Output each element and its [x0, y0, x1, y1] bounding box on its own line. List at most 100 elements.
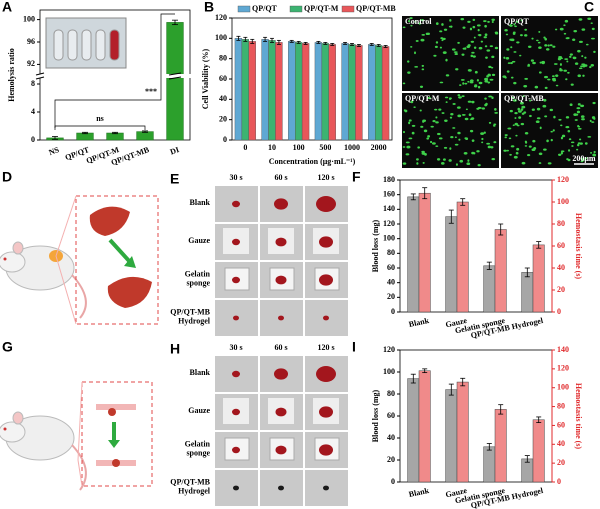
- cell: [573, 113, 577, 117]
- bar: [341, 43, 349, 141]
- y-tick-label: 96: [27, 37, 35, 46]
- cell: [462, 47, 466, 50]
- cell: [433, 54, 437, 57]
- cell: [409, 17, 413, 20]
- cell: [512, 124, 515, 127]
- cell: [426, 137, 430, 140]
- error-bar: [498, 223, 504, 236]
- cell: [584, 56, 587, 59]
- bar: [381, 46, 390, 141]
- cell: [493, 141, 497, 144]
- cell: [462, 82, 465, 85]
- cell: [563, 32, 567, 35]
- cell: [481, 137, 484, 141]
- error-bar: [422, 368, 428, 374]
- cell: [558, 118, 562, 121]
- cell: [432, 120, 436, 123]
- cell: [491, 18, 495, 21]
- cell: [578, 67, 583, 70]
- cell: [581, 28, 586, 31]
- cell: [442, 51, 447, 54]
- panel-letter: C: [584, 0, 594, 15]
- cell: [443, 146, 448, 149]
- cell: [449, 147, 452, 150]
- photo: [215, 300, 258, 336]
- cell: [420, 18, 424, 22]
- row-label: Gelatin sponge: [185, 269, 211, 287]
- cell: [551, 75, 555, 78]
- cell: [404, 109, 408, 113]
- bar: [532, 419, 545, 483]
- cell: [454, 52, 458, 55]
- error-bar: [448, 209, 454, 224]
- tube: [95, 29, 106, 61]
- cell: [518, 116, 522, 119]
- column-label: 30 s: [229, 343, 242, 352]
- error-bar: [289, 39, 294, 43]
- legend-label: QP/QT-M: [304, 4, 339, 13]
- cell: [577, 142, 581, 145]
- cell: [567, 130, 571, 133]
- cell: [476, 79, 480, 82]
- error-bar: [303, 42, 308, 45]
- cell: [456, 106, 461, 109]
- y-tick-label: 0: [223, 135, 227, 144]
- y-tick-label: 100: [557, 197, 569, 206]
- cell: [516, 124, 520, 127]
- y-tick-label: 100: [383, 233, 395, 242]
- cell: [419, 85, 424, 88]
- cell: [454, 136, 457, 139]
- cell: [560, 124, 563, 127]
- bracket: [54, 13, 175, 128]
- cell: [587, 17, 592, 21]
- cell: [464, 82, 468, 85]
- panel-letter: E: [170, 171, 179, 187]
- photo: [305, 300, 348, 336]
- x-axis-label: Concentration (μg·mL⁻¹): [269, 157, 356, 166]
- cell: [445, 58, 448, 62]
- blood: [319, 444, 333, 456]
- bar: [348, 44, 356, 141]
- cell: [494, 46, 499, 50]
- plot-frame: [231, 17, 393, 141]
- panel-letter: G: [2, 339, 13, 355]
- cell: [472, 25, 476, 29]
- cell: [402, 146, 406, 148]
- cell: [521, 112, 525, 115]
- cell: [539, 61, 542, 64]
- y2-axis-label: Hemostasis time (s): [574, 383, 583, 450]
- cell: [450, 136, 454, 139]
- y-tick-label: 60: [557, 241, 565, 250]
- tube: [109, 29, 120, 61]
- y-axis-label: Hemolysis ratio: [7, 48, 16, 102]
- cell: [513, 51, 517, 53]
- y-axis-label: Blood loss (mg): [371, 389, 380, 442]
- cell: [549, 108, 554, 112]
- bar: [407, 196, 420, 313]
- cell: [440, 37, 444, 40]
- blood: [275, 407, 287, 417]
- cell: [519, 54, 522, 57]
- cell: [477, 164, 481, 167]
- cell: [421, 64, 425, 67]
- cell: [469, 129, 474, 133]
- x-tick-label: 1000: [344, 143, 360, 152]
- bar: [355, 45, 363, 141]
- cell: [542, 104, 547, 108]
- cell: [593, 50, 596, 53]
- photo: [305, 224, 348, 260]
- blood: [275, 445, 287, 455]
- column-label: 60 s: [274, 343, 287, 352]
- y-tick-label: 0: [31, 135, 35, 144]
- error-bar: [422, 187, 428, 200]
- error-bar: [524, 267, 530, 278]
- photo: [215, 394, 258, 430]
- cell: [580, 157, 583, 160]
- cell: [507, 127, 512, 130]
- cell: [552, 45, 556, 48]
- cell: [470, 40, 475, 43]
- cell: [529, 114, 532, 118]
- cell: [538, 46, 542, 49]
- cell: [509, 23, 512, 27]
- x-tick-label: 0: [243, 143, 247, 152]
